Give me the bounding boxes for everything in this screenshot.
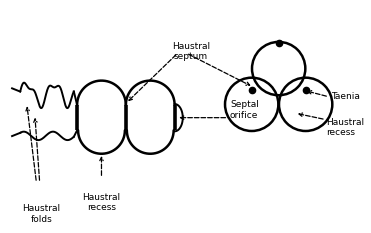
Text: Haustral
recess: Haustral recess xyxy=(82,193,121,212)
Text: Haustral
recess: Haustral recess xyxy=(326,118,364,137)
Text: Haustral
folds: Haustral folds xyxy=(22,204,60,223)
Text: Haustral
septum: Haustral septum xyxy=(172,41,210,61)
Text: Taenia: Taenia xyxy=(331,92,359,101)
Text: Septal
orifice: Septal orifice xyxy=(230,100,259,120)
